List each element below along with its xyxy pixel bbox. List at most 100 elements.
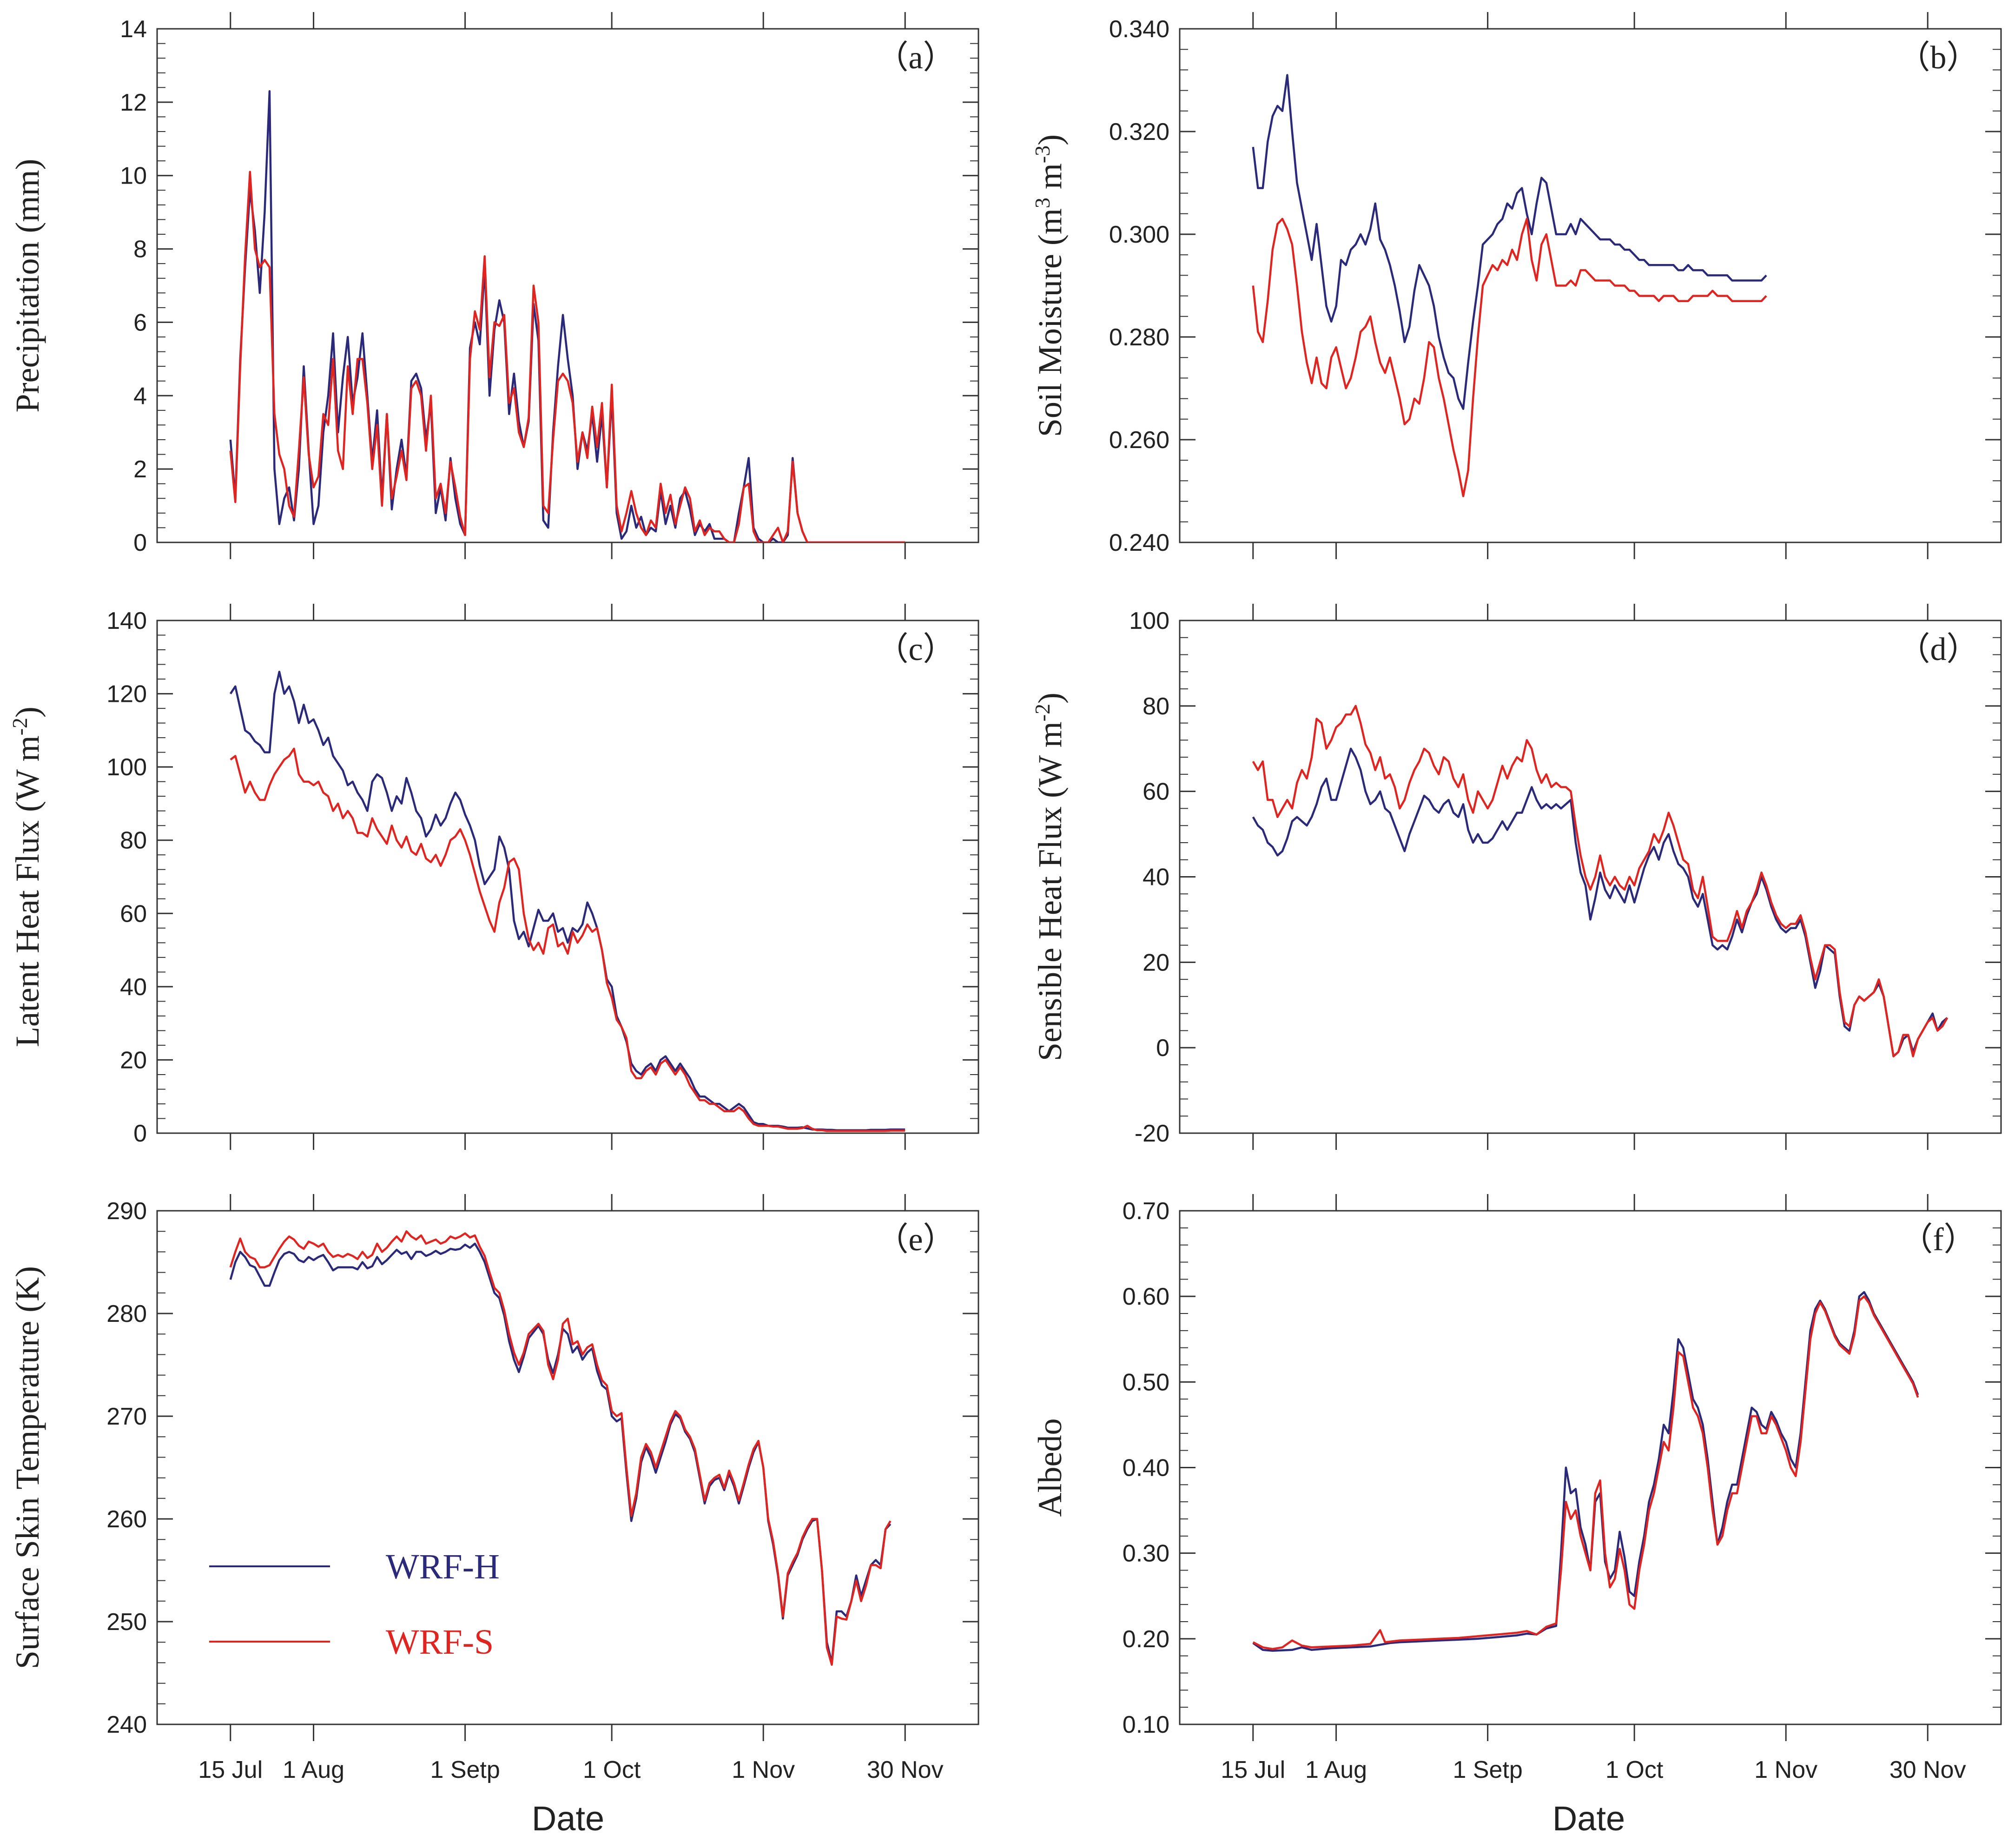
series-line-e-wrf-s	[229, 1230, 892, 1666]
y-tick-label-e: 240	[106, 1711, 147, 1738]
series-group-b	[1252, 74, 1767, 497]
series-line-d-wrf-s	[1252, 705, 1949, 1057]
y-tick-label-a: 8	[133, 236, 147, 263]
series-line-a-wrf-h	[229, 90, 905, 542]
y-tick-label-d: 20	[1143, 949, 1169, 976]
y-tick-label-c: 120	[106, 681, 147, 708]
y-axis-title-part-b: m	[1031, 163, 1069, 198]
y-tick-label-c: 140	[106, 607, 147, 634]
series-line-b-wrf-s	[1252, 218, 1767, 497]
y-tick-label-d: 0	[1156, 1035, 1169, 1062]
y-axis-title-part-d: Sensible Heat Flux (W m	[1031, 721, 1069, 1061]
y-tick-label-b: 0.300	[1109, 221, 1169, 248]
panel-tag-e: （e）	[876, 1222, 955, 1258]
x-tick-label-f: 1 Nov	[1754, 1756, 1817, 1783]
series-line-a-wrf-s	[229, 171, 905, 542]
y-tick-label-f: 0.30	[1123, 1540, 1169, 1567]
series-line-c-wrf-h	[229, 671, 905, 1131]
y-axis-title-part-b: )	[1031, 134, 1069, 145]
panel-e: 240 250 260 270 280 290 15 Jul 1 Aug 1 Setp 1 Oct…	[9, 1194, 979, 1783]
plot-frame-a	[156, 28, 979, 543]
series-group-d	[1252, 705, 1949, 1057]
y-axis-title-part-d: -2	[1030, 704, 1054, 721]
y-tick-label-a: 4	[133, 383, 147, 409]
y-tick-label-a: 14	[120, 16, 147, 43]
series-line-f-wrf-h	[1252, 1291, 1919, 1652]
y-tick-label-c: 60	[120, 900, 147, 927]
series-group-c	[229, 671, 905, 1132]
plot-frame-c	[156, 620, 979, 1134]
series-line-d-wrf-h	[1252, 747, 1948, 1057]
y-tick-label-f: 0.70	[1123, 1198, 1169, 1225]
series-line-e-wrf-h	[229, 1242, 892, 1664]
y-tick-label-e: 280	[106, 1300, 147, 1327]
legend-label-wrf-s: WRF-S	[386, 1623, 494, 1662]
y-tick-label-b: 0.280	[1109, 324, 1169, 351]
y-tick-label-a: 12	[120, 89, 147, 116]
y-axis-title-part-c: )	[9, 706, 46, 718]
series-group-f	[1252, 1291, 1919, 1652]
panel-tag-b: （b）	[1898, 40, 1979, 76]
y-axis-title-part-d: )	[1031, 693, 1069, 704]
y-tick-label-f: 0.40	[1123, 1455, 1169, 1482]
x-tick-label-f: 1 Aug	[1305, 1756, 1367, 1783]
panel-b: 0.240 0.260 0.280 0.300 0.320 0.340 Soil Moist…	[1030, 12, 2002, 559]
y-axis-title-e: Surface Skin Temperature (K)	[9, 1266, 46, 1669]
x-tick-label-e: 1 Aug	[283, 1756, 344, 1783]
legend: WRF-H WRF-S	[209, 1547, 500, 1662]
y-tick-label-f: 0.20	[1123, 1626, 1169, 1653]
x-axis-title-right: Date	[1552, 1799, 1625, 1838]
panel-f: 0.10 0.20 0.30 0.40 0.50 0.60 0.70 15 Jul 1 Aug 1…	[1031, 1194, 2002, 1783]
panel-d: -20 0 20 40 60 80 100 Sensible Heat Flux (W m-2…	[1030, 604, 2002, 1150]
y-tick-label-a: 10	[120, 163, 147, 190]
legend-label-wrf-h: WRF-H	[386, 1547, 500, 1586]
y-tick-label-c: 80	[120, 827, 147, 854]
y-axis-title-part-b: -3	[1030, 145, 1054, 163]
panel-a: 0 2 4 6 8 10 12 14 Precipitation (mm) （a）	[9, 12, 979, 559]
y-axis-title-f: Albedo	[1031, 1419, 1069, 1517]
y-tick-label-d: 60	[1143, 779, 1169, 805]
series-line-b-wrf-h	[1252, 74, 1767, 410]
y-tick-label-d: 40	[1143, 864, 1169, 891]
x-tick-label-f: 1 Setp	[1453, 1756, 1522, 1783]
panel-tag-a: （a）	[876, 40, 955, 76]
y-tick-label-d: 100	[1129, 607, 1169, 634]
y-tick-label-e: 270	[106, 1403, 147, 1430]
x-tick-label-f: 1 Oct	[1605, 1756, 1664, 1783]
y-axis-title-part-b: Soil Moisture (m	[1031, 208, 1069, 437]
x-tick-label-f: 15 Jul	[1221, 1756, 1285, 1783]
plot-frame-b	[1179, 28, 2002, 543]
y-tick-label-d: 80	[1143, 693, 1169, 720]
y-axis-title-part-c: Latent Heat Flux (W m	[9, 735, 46, 1047]
y-tick-label-e: 290	[106, 1198, 147, 1225]
y-axis-title-d: Sensible Heat Flux (W m-2)	[1030, 693, 1069, 1061]
y-tick-label-b: 0.240	[1109, 529, 1169, 556]
series-line-c-wrf-s	[230, 747, 905, 1132]
y-tick-label-f: 0.50	[1123, 1369, 1169, 1396]
y-tick-label-f: 0.60	[1123, 1283, 1169, 1310]
x-tick-label-e: 30 Nov	[867, 1756, 944, 1783]
y-axis-title-a: Precipitation (mm)	[9, 159, 46, 413]
x-axis-title-left: Date	[532, 1799, 604, 1838]
y-tick-label-a: 0	[133, 529, 147, 556]
x-tick-label-e: 1 Nov	[732, 1756, 795, 1783]
x-tick-label-e: 1 Setp	[430, 1756, 500, 1783]
y-tick-label-d: -20	[1135, 1120, 1169, 1147]
y-tick-label-c: 0	[133, 1120, 147, 1147]
y-axis-title-b: Soil Moisture (m3 m-3)	[1030, 134, 1069, 437]
y-axis-title-part-b: 3	[1030, 198, 1054, 208]
y-tick-label-a: 6	[133, 309, 147, 336]
y-tick-label-e: 260	[106, 1506, 147, 1533]
y-axis-title-part-c: -2	[8, 718, 32, 735]
panel-tag-c: （c）	[876, 632, 955, 667]
x-tick-label-e: 1 Oct	[583, 1756, 641, 1783]
series-group-e	[229, 1230, 892, 1666]
y-tick-label-e: 250	[106, 1609, 147, 1636]
y-tick-label-c: 100	[106, 754, 147, 781]
y-tick-label-f: 0.10	[1123, 1711, 1169, 1738]
y-tick-label-b: 0.320	[1109, 119, 1169, 145]
y-tick-label-b: 0.340	[1109, 16, 1169, 43]
y-tick-label-b: 0.260	[1109, 427, 1169, 454]
